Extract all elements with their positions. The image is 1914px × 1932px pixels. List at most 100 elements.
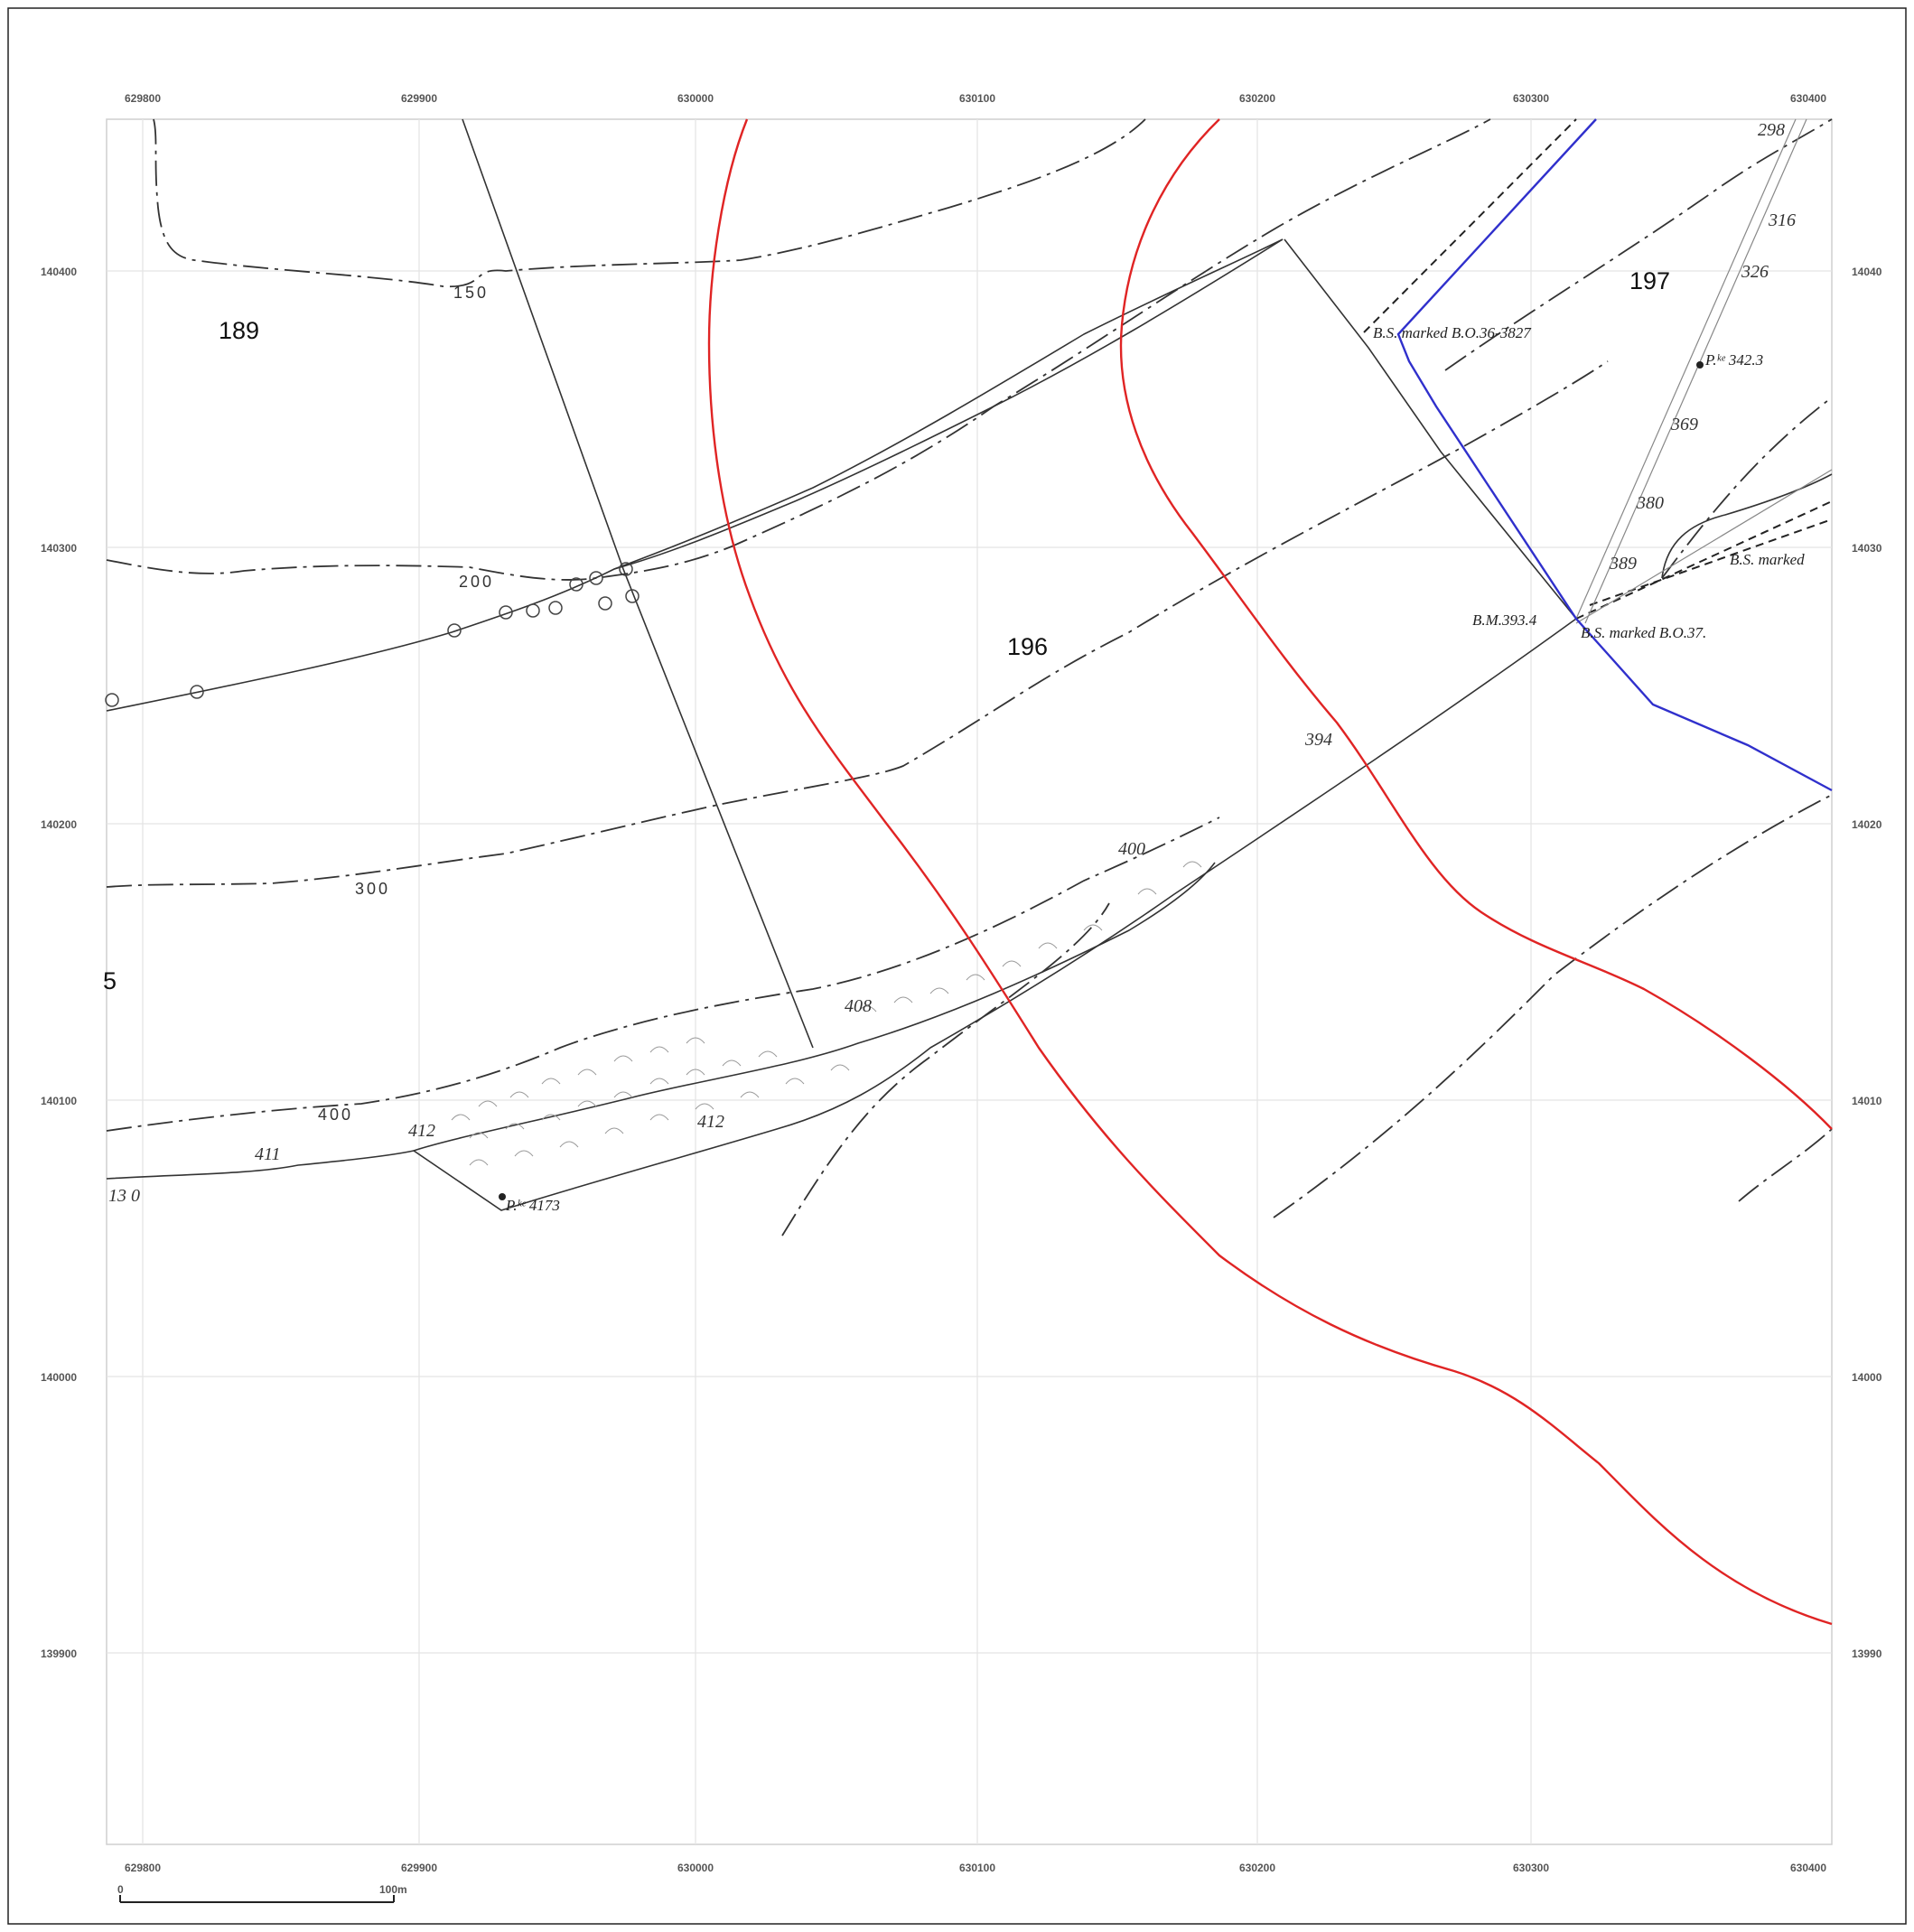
road-northwest-b: [613, 238, 1284, 570]
spot-height: 412: [697, 1112, 724, 1132]
benchmark-label: B.M.393.4: [1472, 611, 1537, 629]
x-tick-bottom: 629800: [125, 1862, 161, 1874]
x-tick-top: 630200: [1239, 92, 1275, 105]
contour-400: [106, 817, 1220, 1132]
y-tick-left: 139900: [41, 1647, 77, 1660]
road-northwest: [106, 238, 1284, 712]
x-tick-bottom: 630100: [959, 1862, 995, 1874]
tree-icon: [190, 685, 204, 699]
river-edge: [413, 862, 1216, 1152]
base-lines: [106, 118, 1833, 1211]
contour-label: 150: [453, 284, 489, 302]
spot-height: 400: [1118, 839, 1145, 859]
y-axis-right: 14040 14030 14020 14010 14000 13990: [1852, 266, 1882, 1660]
pillar-label: P.ᵏᵉ 4173: [505, 1197, 560, 1214]
x-tick-bottom: 629900: [401, 1862, 437, 1874]
red-route-west: [707, 118, 1833, 1626]
spot-height: 412: [408, 1121, 435, 1141]
pillar-label: P.ᵏᵉ 342.3: [1704, 351, 1763, 369]
road-south: [106, 618, 1577, 1211]
red-route-east: [1119, 118, 1833, 1130]
spot-height: 369: [1670, 415, 1698, 434]
tree-icon: [569, 577, 584, 592]
contour-label: 200: [459, 573, 494, 591]
y-axis-left: 140400 140300 140200 140100 140000 13990…: [41, 266, 77, 1660]
spot-height: 326: [1741, 262, 1769, 282]
pillar-dot: [499, 1193, 506, 1200]
spot-height: 389: [1609, 554, 1637, 574]
spot-height: 298: [1758, 120, 1785, 140]
scale-bar: 0 100m: [117, 1883, 407, 1903]
faint-track-1: [1575, 118, 1797, 620]
spot-height: 411: [255, 1144, 281, 1164]
fence-north-south: [462, 118, 814, 1049]
parcel-number: 196: [1007, 633, 1048, 660]
hill-hatching: [451, 861, 1202, 1166]
parcel-boundary-196: [1284, 238, 1577, 620]
y-tick-right: 14030: [1852, 542, 1882, 555]
spot-height: 316: [1768, 210, 1796, 230]
scale-start: 0: [117, 1883, 124, 1896]
ne-hill-curve: [1661, 473, 1833, 579]
faint-track-2: [1584, 118, 1807, 624]
y-tick-left: 140300: [41, 542, 77, 555]
contour-ne-2: [1661, 397, 1833, 579]
spot-height: 13 0: [108, 1186, 140, 1206]
tree-icon: [589, 571, 603, 585]
dashed-ne-1: [1363, 118, 1577, 333]
tree-icon: [625, 589, 640, 603]
dashed-boundaries: [1363, 118, 1833, 624]
x-tick-top: 630100: [959, 92, 995, 105]
bs-marked-label: B.S. marked B.O.37.: [1581, 624, 1706, 641]
outer-border: [7, 7, 1907, 1925]
contour-150: [153, 118, 1146, 288]
contour-label: 300: [355, 880, 390, 898]
bs-marked-label: B.S. marked: [1730, 551, 1805, 568]
tree-symbols: [105, 562, 640, 707]
blue-boundary: [1396, 118, 1833, 792]
y-tick-right: 14010: [1852, 1095, 1882, 1107]
y-tick-left: 140000: [41, 1371, 77, 1384]
x-tick-bottom: 630300: [1513, 1862, 1549, 1874]
parcel-number: 189: [219, 317, 259, 344]
y-tick-left: 140200: [41, 818, 77, 831]
tree-icon: [598, 596, 612, 611]
tree-icon: [526, 603, 540, 618]
bs-marked-label: B.S. marked B.O.36-3827: [1373, 324, 1532, 341]
y-tick-left: 140400: [41, 266, 77, 278]
contour-upper-right: [1444, 118, 1833, 371]
contour-label: 400: [318, 1106, 353, 1124]
x-tick-top: 630000: [677, 92, 714, 105]
contour-300: [106, 360, 1609, 888]
tree-icon: [619, 562, 633, 576]
contour-lines: [106, 118, 1833, 1237]
scale-end: 100m: [379, 1883, 407, 1896]
faint-track-3: [1575, 469, 1833, 624]
tree-icon: [499, 605, 513, 620]
x-tick-bottom: 630000: [677, 1862, 714, 1874]
x-tick-top: 630300: [1513, 92, 1549, 105]
x-tick-bottom: 630200: [1239, 1862, 1275, 1874]
spot-height: 380: [1636, 493, 1664, 513]
red-route-lines: [707, 118, 1833, 1626]
y-tick-right: 14040: [1852, 266, 1882, 278]
tree-icon: [105, 693, 119, 707]
x-axis-top: 629800 629900 630000 630100 630200 63030…: [125, 92, 1826, 105]
x-tick-top: 629900: [401, 92, 437, 105]
spot-height: 408: [845, 996, 872, 1016]
x-tick-top: 630400: [1790, 92, 1826, 105]
contour-200: [106, 118, 1491, 581]
contour-se-3: [1738, 1128, 1833, 1202]
map-area-border: [106, 118, 1833, 1845]
x-axis-bottom: 629800 629900 630000 630100 630200 63030…: [125, 1862, 1826, 1874]
edge-parcel-label: 5: [103, 967, 117, 994]
spot-height: 394: [1304, 730, 1332, 750]
dashed-ne-2: [1575, 500, 1833, 620]
parcel-number: 197: [1629, 267, 1670, 294]
grid-lines: [107, 119, 1832, 1844]
y-tick-right: 14020: [1852, 818, 1882, 831]
pillar-dot: [1696, 361, 1704, 369]
x-tick-top: 629800: [125, 92, 161, 105]
